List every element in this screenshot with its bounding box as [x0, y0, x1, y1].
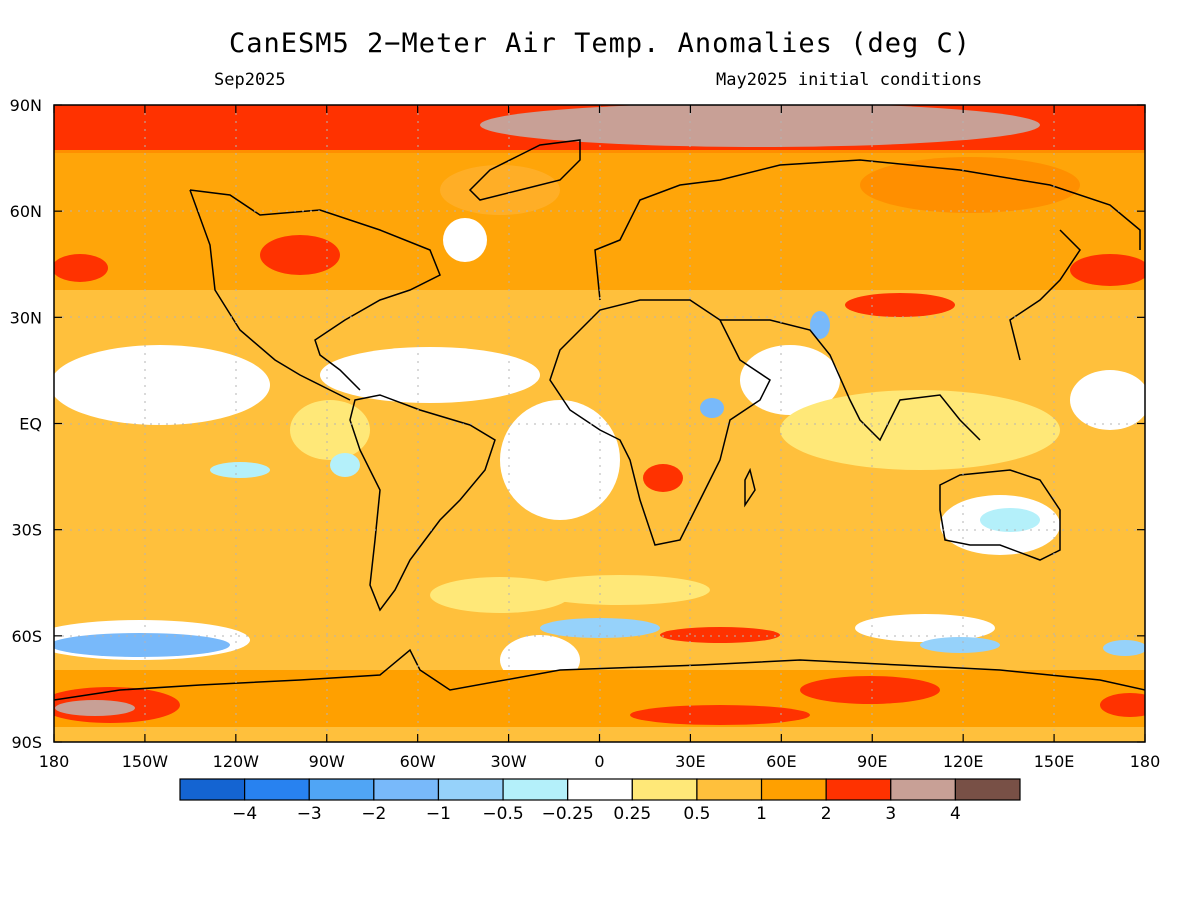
colorbar-label: −2	[361, 804, 386, 824]
map-title: CanESM5 2−Meter Air Temp. Anomalies (deg…	[229, 28, 971, 59]
x-tick-label: 180	[39, 752, 70, 771]
y-tick-label: 60S	[11, 627, 42, 646]
y-tick-label: 30S	[11, 521, 42, 540]
colorbar-swatch	[244, 778, 310, 801]
colorbar-label: −4	[232, 804, 257, 824]
x-tick-label: 60E	[766, 752, 796, 771]
y-tick-label: 90N	[10, 96, 42, 115]
x-tick-label: 90W	[309, 752, 345, 771]
colorbar-swatch	[308, 778, 375, 801]
colorbar-swatch	[760, 778, 827, 801]
colorbar-swatch	[631, 778, 698, 801]
x-tick-label: 60W	[400, 752, 436, 771]
x-tick-label: 30W	[490, 752, 526, 771]
coastlines	[54, 139, 1145, 701]
colorbar-label: 0.5	[683, 804, 710, 824]
y-tick-label: 90S	[11, 733, 42, 752]
colorbar-label: −0.5	[482, 804, 523, 824]
colorbar-swatch	[890, 778, 956, 801]
y-tick-label: EQ	[19, 415, 42, 434]
colorbar: −4 −3 −2 −1 −0.5 −0.25 0.25 0.5 1 2 3 4	[179, 778, 1021, 824]
colorbar-swatch	[179, 778, 246, 801]
colorbar-swatch	[502, 778, 569, 801]
colorbar-swatch	[696, 778, 763, 801]
colorbar-swatch	[825, 778, 892, 801]
x-tick-label: 150E	[1034, 752, 1075, 771]
x-tick-label: 0	[594, 752, 604, 771]
colorbar-swatch	[373, 778, 440, 801]
x-tick-label: 180	[1130, 752, 1161, 771]
colorbar-swatch	[567, 778, 633, 801]
colorbar-label: 4	[950, 804, 961, 824]
axis-ticks	[53, 104, 1146, 743]
colorbar-label: −0.25	[542, 804, 594, 824]
colorbar-label: 1	[756, 804, 767, 824]
colorbar-swatch	[437, 778, 504, 801]
colorbar-label: 3	[885, 804, 896, 824]
colorbar-swatch	[954, 778, 1021, 801]
y-tick-label: 30N	[10, 308, 42, 327]
initial-conditions-label: May2025 initial conditions	[716, 70, 983, 90]
colorbar-label: −1	[426, 804, 451, 824]
x-tick-label: 120E	[943, 752, 984, 771]
colorbar-label: 2	[821, 804, 832, 824]
colorbar-label: −3	[297, 804, 322, 824]
x-tick-label: 30E	[675, 752, 705, 771]
x-tick-label: 150W	[122, 752, 169, 771]
colorbar-label: 0.25	[613, 804, 651, 824]
y-tick-label: 60N	[10, 202, 42, 221]
x-tick-label: 90E	[857, 752, 887, 771]
forecast-month: Sep2025	[214, 70, 286, 90]
grid-lines	[54, 105, 1145, 742]
axis-labels: 180 150W 120W 90W 60W 30W 0 30E 60E 90E 120E 150E 18…	[10, 96, 1161, 771]
x-tick-label: 120W	[213, 752, 260, 771]
